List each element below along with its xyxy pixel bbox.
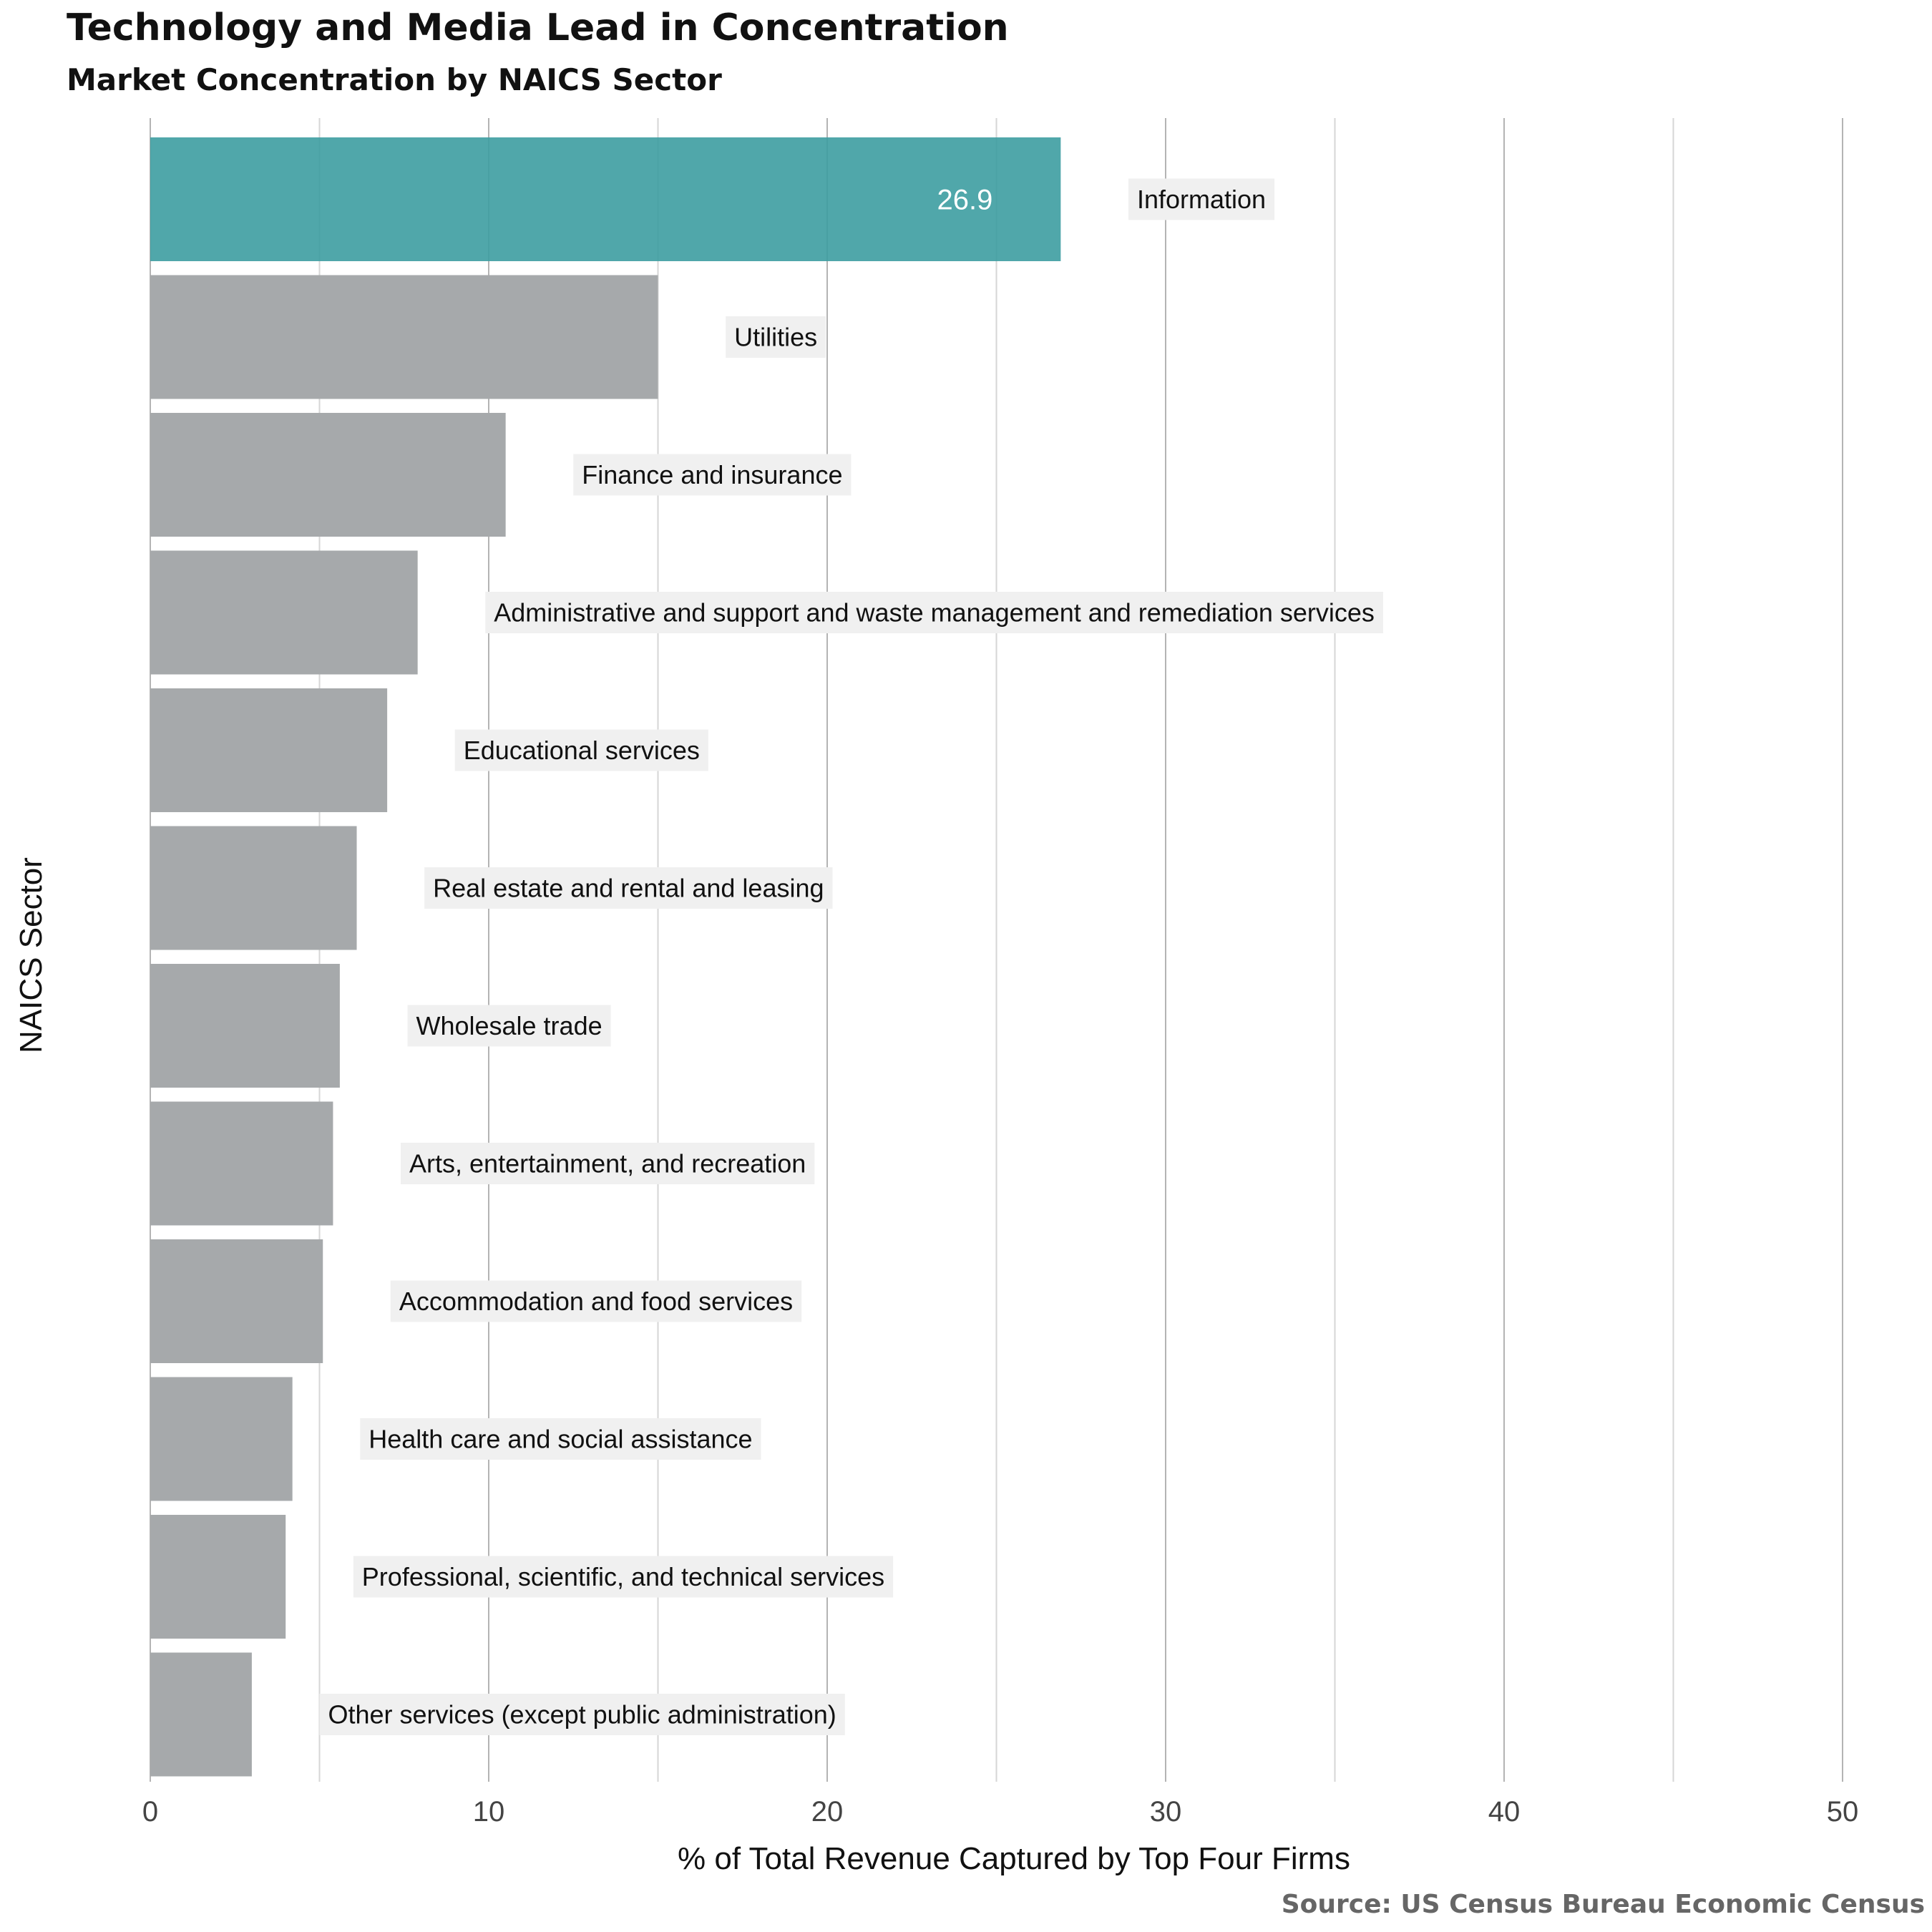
bar-label-background [407,1005,611,1047]
x-tick-label: 10 [473,1796,505,1828]
bar [150,1239,323,1363]
bar [150,826,357,950]
bar-category-label: Arts, entertainment, and recreation [409,1149,806,1179]
bar-label-background [319,1694,845,1735]
bar [150,688,388,812]
bar-label-background [390,1280,802,1322]
bar-label-background [485,592,1383,633]
y-axis-title: NAICS Sector [14,857,49,1053]
x-tick-label: 0 [142,1796,158,1828]
bar-label-background [401,1143,815,1184]
bar [150,964,340,1088]
bar-label-background [353,1556,894,1598]
bar [150,137,1061,261]
x-tick-label: 20 [811,1796,844,1828]
bar [150,275,658,399]
bar-category-label: Information [1137,185,1266,214]
bar-category-label: Wholesale trade [416,1011,602,1040]
bar-label-background [360,1418,761,1460]
bar-value-label: 26.9 [937,185,993,216]
bar-category-label: Administrative and support and waste man… [494,598,1375,628]
x-tick-label: 50 [1827,1796,1859,1828]
source-caption: Source: US Census Bureau Economic Census [1282,1890,1925,1919]
bar-category-label: Health care and social assistance [369,1425,752,1454]
chart-subtitle: Market Concentration by NAICS Sector [67,62,722,97]
bar-label-background [1128,178,1275,220]
bar-category-label: Utilities [734,323,817,352]
bar [150,1515,286,1639]
grid-layer [150,118,1843,1782]
bar-category-label: Other services (except public administra… [328,1700,836,1729]
bar [150,550,418,675]
bar-category-label: Finance and insurance [582,460,842,489]
bar-category-label: Accommodation and food services [399,1287,793,1316]
bars-layer [150,137,1061,1777]
bar [150,413,506,537]
bar-label-background [573,454,852,496]
bar-category-label: Real estate and rental and leasing [433,874,824,903]
bar-category-label: Professional, scientific, and technical … [362,1562,884,1591]
bar-label-background [726,316,826,358]
bar [150,1377,293,1501]
bar-category-label: Educational services [464,736,700,765]
x-axis-title: % of Total Revenue Captured by Top Four … [678,1841,1350,1876]
chart-title: Technology and Media Lead in Concentrati… [67,6,1009,49]
bar-label-background [424,867,833,909]
x-tick-label: 40 [1488,1796,1521,1828]
labels-layer: Information 26.9 Utilities Finance and insu… [319,178,1383,1735]
bar [150,1101,333,1226]
bar-label-background [454,729,708,771]
bar [150,1652,252,1777]
x-tick-label: 30 [1150,1796,1182,1828]
x-axis-ticks: 0 10 20 30 40 50 [142,1796,1858,1828]
